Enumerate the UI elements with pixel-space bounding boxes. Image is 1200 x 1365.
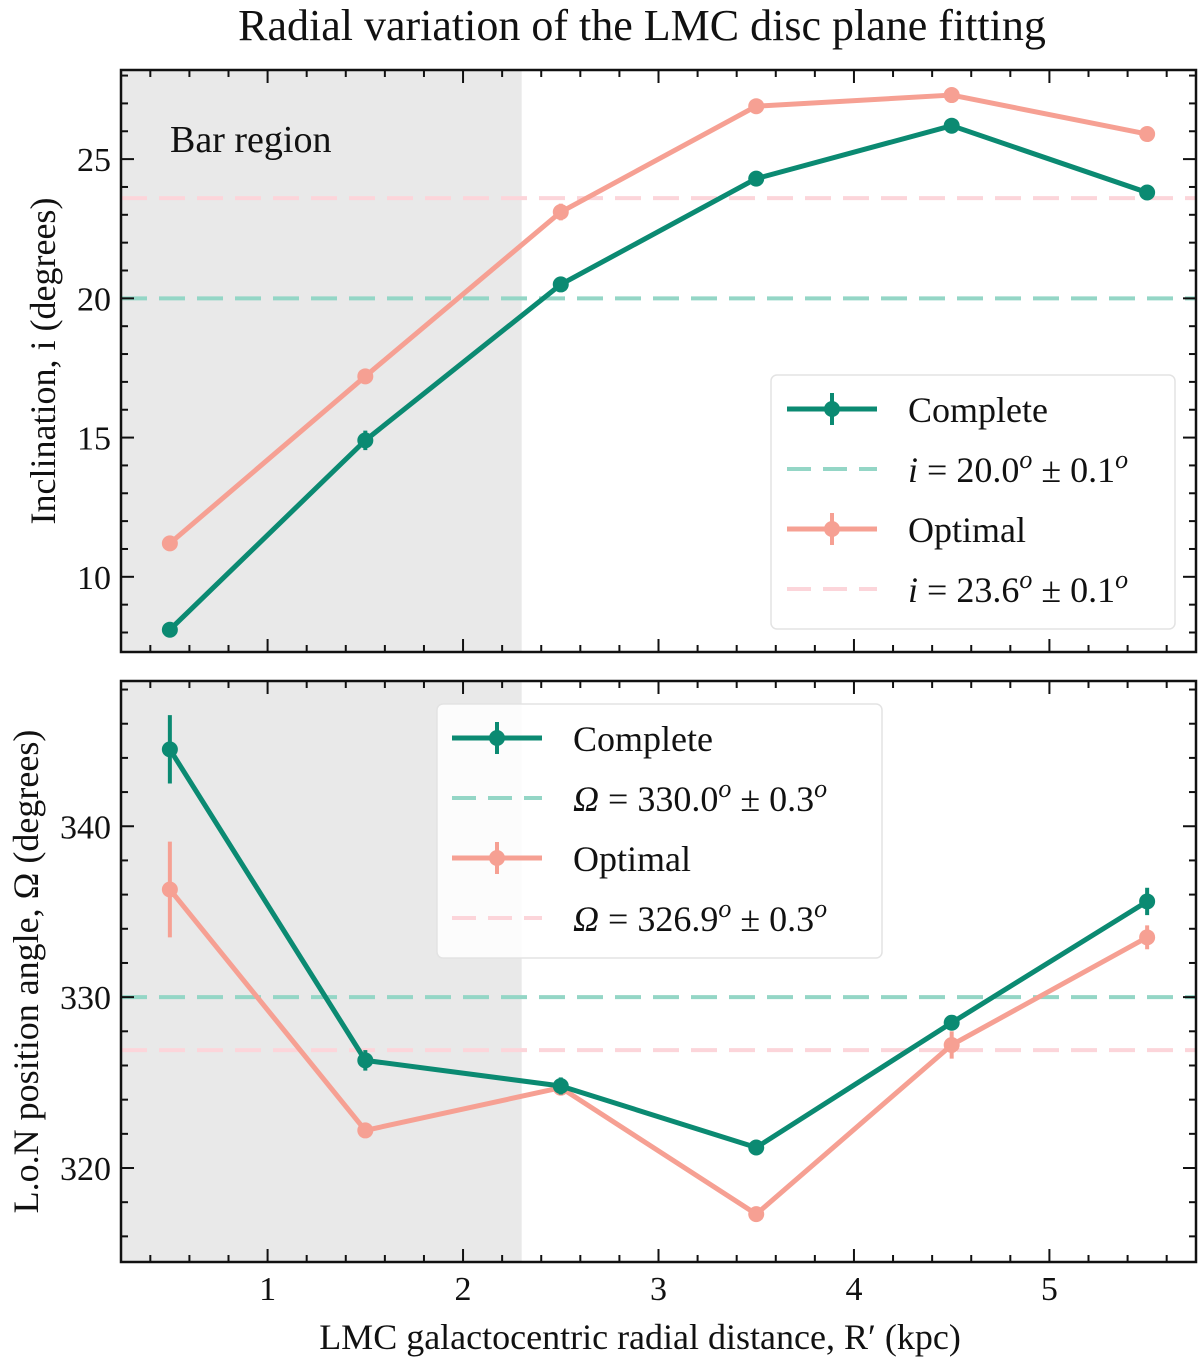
x-tick-label: 2 [455, 1271, 472, 1308]
data-point-complete [748, 170, 765, 187]
degree-sup: o [1019, 445, 1032, 474]
legend-symbol: i [908, 450, 918, 490]
degree-sup: o [1115, 565, 1128, 594]
y-tick-label: 330 [60, 980, 111, 1017]
data-point-optimal [357, 368, 374, 385]
data-point-complete [1139, 184, 1156, 201]
degree-sup: o [1019, 565, 1032, 594]
legend-pm: ± 0.1 [1032, 570, 1115, 610]
legend-symbol: i [908, 570, 918, 610]
data-point-complete [748, 1139, 765, 1156]
series-line-optimal [168, 92, 1148, 546]
y-tick-label: 25 [77, 142, 111, 179]
y-tick-label: 340 [60, 809, 111, 846]
data-point-optimal [943, 87, 960, 104]
series-line-complete [168, 123, 1148, 632]
y-axis-label: L.o.N position angle, Ω (degrees) [6, 730, 46, 1214]
degree-sup: o [814, 774, 827, 803]
legend-label-optimal-ref: i = 23.6o ± 0.1o [908, 565, 1128, 611]
y-tick-label: 15 [77, 421, 111, 458]
x-tick-label: 3 [650, 1271, 667, 1308]
legend-label-complete-ref: Ω = 330.0o ± 0.3o [573, 774, 827, 820]
bar-region-shade [121, 70, 522, 652]
legend-label-optimal: Optimal [908, 510, 1026, 550]
data-point-optimal [1139, 126, 1156, 143]
degree-sup: o [814, 894, 827, 923]
legend-pm: ± 0.3 [731, 779, 814, 819]
legend-symbol: Ω [573, 899, 599, 939]
data-point-complete [161, 741, 178, 758]
legend-pm: ± 0.1 [1032, 450, 1115, 490]
legend-label-complete: Complete [573, 719, 713, 759]
legend-value: = 326.9 [599, 899, 718, 939]
x-tick-label: 4 [845, 1271, 862, 1308]
position-angle-panel: 1 2 3 4 5 320 330 340 L.o.N position angle, Ω (d… [6, 679, 1198, 1308]
y-tick-label: 320 [60, 1151, 111, 1188]
data-point-complete [943, 117, 960, 134]
inclination-panel: Bar region 10 15 20 25 Inclination, i (degree… [23, 68, 1198, 654]
legend-label-complete: Complete [908, 390, 1048, 430]
y-tick-label: 20 [77, 281, 111, 318]
legend-label-optimal: Optimal [573, 839, 691, 879]
legend-box [770, 374, 1176, 630]
chart-title: Radial variation of the LMC disc plane f… [238, 1, 1046, 50]
data-point-complete [357, 432, 374, 449]
data-point-optimal [552, 204, 569, 221]
legend-label-complete-ref: i = 20.0o ± 0.1o [908, 445, 1128, 491]
data-point-optimal [943, 1036, 960, 1053]
legend-label-optimal-ref: Ω = 326.9o ± 0.3o [573, 894, 827, 940]
legend-box [436, 703, 883, 959]
data-point-complete [943, 1014, 960, 1031]
plot-area [121, 715, 1196, 1223]
data-point-optimal [357, 1122, 374, 1139]
series-line-optimal [167, 887, 1149, 1217]
y-tick-label: 10 [77, 560, 111, 597]
legend-value: = 20.0 [918, 450, 1019, 490]
legend-value: = 23.6 [918, 570, 1019, 610]
degree-sup: o [1115, 445, 1128, 474]
legend-symbol: Ω [573, 779, 599, 819]
data-point-complete [552, 276, 569, 293]
degree-sup: o [718, 894, 731, 923]
data-point-optimal [161, 535, 178, 552]
legend-marker-complete [824, 401, 840, 417]
data-point-optimal [1139, 929, 1156, 946]
data-point-complete [161, 621, 178, 638]
y-axis-label: Inclination, i (degrees) [23, 198, 63, 525]
degree-sup: o [718, 774, 731, 803]
plot-area [121, 87, 1196, 638]
series-line-complete [167, 748, 1149, 1151]
x-axis-label-text: LMC galactocentric radial distance, R′ (… [319, 1317, 961, 1357]
legend-marker-optimal [824, 521, 840, 537]
data-point-optimal [748, 1206, 765, 1223]
legend-marker-complete [489, 730, 505, 746]
data-point-complete [552, 1077, 569, 1094]
legend-value: = 330.0 [599, 779, 718, 819]
legend-pm: ± 0.3 [731, 899, 814, 939]
data-point-complete [357, 1052, 374, 1069]
bar-region-label: Bar region [170, 119, 331, 161]
data-point-optimal [748, 98, 765, 115]
data-point-optimal [161, 881, 178, 898]
legend-marker-optimal [489, 850, 505, 866]
data-point-complete [1139, 893, 1156, 910]
x-axis-label: LMC galactocentric radial distance, R′ (… [319, 1317, 961, 1357]
x-tick-label: 5 [1041, 1271, 1058, 1308]
x-tick-label: 1 [259, 1271, 276, 1308]
